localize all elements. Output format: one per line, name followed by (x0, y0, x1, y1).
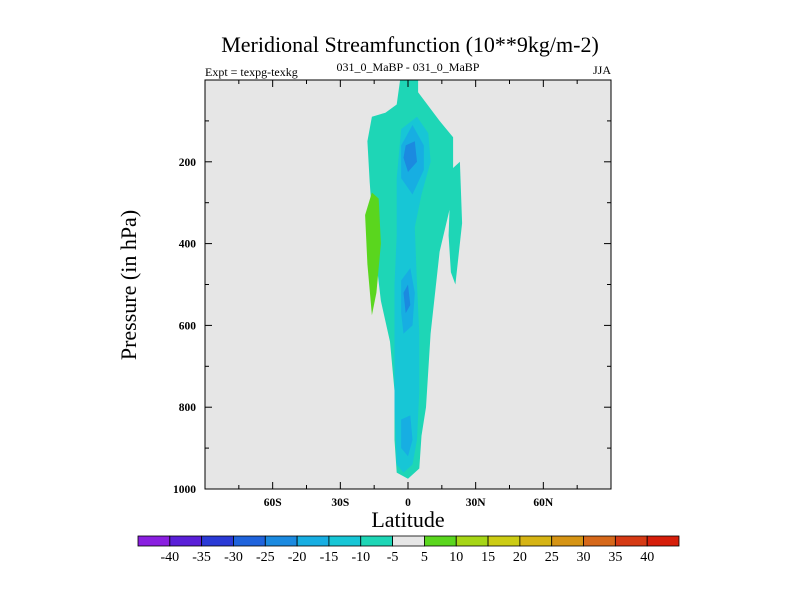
colorbar-label: -30 (224, 550, 243, 565)
chart-title: Meridional Streamfunction (10**9kg/m-2) (221, 32, 599, 57)
colorbar-label: 15 (481, 550, 495, 565)
colorbar-swatch (137, 535, 171, 547)
colorbar-swatch (487, 535, 521, 547)
colorbar-swatch (328, 535, 362, 547)
colorbar-swatch (455, 535, 489, 547)
contour-region-1 (448, 161, 463, 285)
colorbar-swatch (424, 535, 457, 547)
colorbar: -40 -35 -30 -25 -20 -15 -10 -5 5 10 15 20 25 30 35 40 (137, 535, 680, 565)
colorbar-swatch (169, 535, 203, 547)
period-label: 031_0_MaBP - 031_0_MaBP (337, 60, 480, 74)
contour-region-6 (403, 141, 417, 172)
colorbar-swatch (392, 535, 425, 547)
colorbar-label: -25 (256, 550, 275, 565)
colorbar-swatch (583, 535, 616, 547)
y-tick-label: 1000 (173, 484, 196, 496)
y-tick-label: 200 (179, 157, 197, 169)
colorbar-label: 5 (421, 550, 428, 565)
y-tick-label: 400 (179, 239, 197, 251)
colorbar-swatch (296, 535, 330, 547)
experiment-label: Expt = texpg-texkg (205, 65, 298, 79)
contour-fills (365, 80, 463, 479)
x-axis-label: Latitude (371, 507, 444, 532)
colorbar-label: -40 (160, 550, 179, 565)
x-tick-label: 60S (264, 497, 282, 509)
colorbar-swatch (614, 535, 648, 547)
colorbar-label: 40 (640, 550, 654, 565)
colorbar-label: 10 (449, 550, 463, 565)
plot-area: 60S 30S 0 30N 60N 200 400 600 800 1000 (173, 79, 612, 509)
colorbar-swatch (646, 535, 680, 547)
colorbar-label: -20 (288, 550, 307, 565)
x-axis: 60S 30S 0 30N 60N (238, 80, 578, 509)
season-label: JJA (593, 63, 611, 77)
colorbar-label: 30 (577, 550, 591, 565)
colorbar-label: 20 (513, 550, 527, 565)
contour-region-5 (401, 415, 413, 457)
colorbar-swatch (233, 535, 266, 547)
y-axis-label: Pressure (in hPa) (116, 210, 141, 360)
colorbar-label: -5 (387, 550, 399, 565)
y-tick-label: 600 (179, 320, 197, 332)
contour-region-8 (365, 192, 381, 316)
x-tick-label: 0 (405, 497, 411, 509)
colorbar-label: 35 (608, 550, 622, 565)
colorbar-swatch (551, 535, 584, 547)
x-tick-label: 60N (533, 497, 554, 509)
colorbar-swatch (264, 535, 298, 547)
contour-region-7 (403, 284, 411, 314)
y-axis: 200 400 600 800 1000 (173, 120, 611, 496)
x-tick-label: 30N (466, 497, 487, 509)
colorbar-swatch (360, 535, 393, 547)
colorbar-swatch (519, 535, 553, 547)
colorbar-label: -10 (351, 550, 370, 565)
y-tick-label: 800 (179, 402, 197, 414)
x-tick-label: 30S (331, 497, 349, 509)
colorbar-label: -15 (320, 550, 339, 565)
colorbar-label: 25 (545, 550, 559, 565)
colorbar-label: -35 (192, 550, 211, 565)
colorbar-swatch (201, 535, 234, 547)
